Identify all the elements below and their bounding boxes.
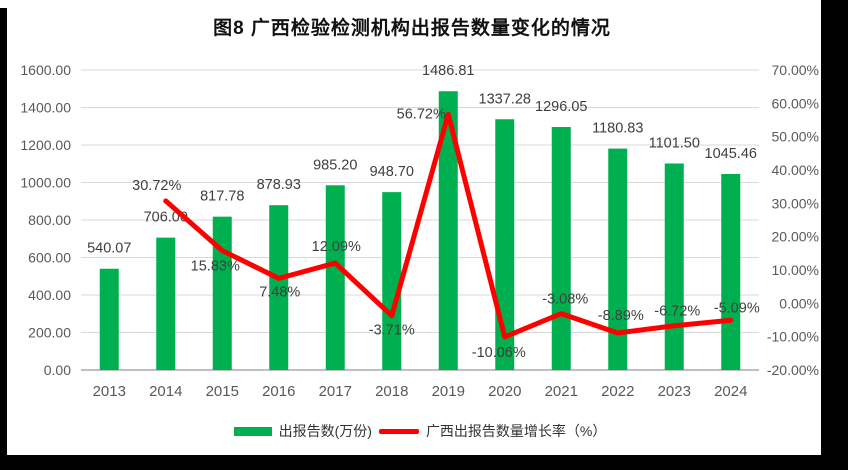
bar [495,119,515,370]
x-axis-year-label: 2014 [149,383,182,400]
bar [382,192,402,370]
chart-legend: 出报告数(万份) 广西出报告数量增长率（%） [81,421,759,441]
bar-value-label: 948.70 [370,164,414,180]
bar [325,185,345,370]
x-axis-year-label: 2018 [375,383,408,400]
x-axis-year-label: 2021 [545,383,578,400]
left-axis-tick-label: 800.00 [28,212,71,228]
growth-point-label: -6.72% [654,304,700,320]
x-axis-year-label: 2023 [658,383,691,400]
right-axis-tick-label: 10.00% [772,262,819,278]
right-axis-tick-label: 50.00% [772,129,819,145]
bar-value-label: 1045.46 [705,146,757,162]
x-axis-year-label: 2019 [432,383,465,400]
bar [664,163,684,370]
screen-edge-bottom [0,455,848,470]
right-axis-tick-label: 70.00% [772,62,819,78]
right-axis-tick-label: 30.00% [772,195,819,211]
x-axis-year-label: 2015 [206,383,239,400]
legend-line-swatch-icon [378,428,419,434]
left-axis-tick-label: 1600.00 [20,62,71,78]
growth-point-label: -3.71% [369,323,415,339]
bar [156,237,176,370]
bar-value-label: 540.07 [87,241,131,257]
left-axis-tick-label: 400.00 [28,287,71,303]
bar-value-label: 1180.83 [592,121,643,137]
right-axis-tick-label: 20.00% [772,229,819,245]
growth-point-label: 56.72% [397,106,446,122]
legend-line-label: 广西出报告数量增长率（%） [425,423,607,439]
left-axis-tick-label: 1000.00 [20,175,71,191]
bar [551,126,571,370]
bar [721,173,741,370]
growth-point-label: -3.08% [542,292,588,308]
x-axis-year-label: 2017 [319,383,352,400]
left-axis-tick-label: 600.00 [28,250,71,266]
x-axis-year-label: 2024 [714,383,747,400]
growth-point-label: 30.72% [132,178,181,194]
growth-line [163,111,734,340]
bar [438,91,458,371]
screen-edge-left [0,8,7,470]
chart-title: 图8 广西检验检测机构出报告数量变化的情况 [213,18,611,39]
growth-point-label: -5.09% [714,300,760,316]
bar [269,205,289,370]
x-axis-year-label: 2016 [262,383,295,400]
left-axis-tick-label: 200.00 [28,325,71,341]
right-axis-tick-label: 40.00% [772,162,819,178]
growth-point-label: -10.06% [472,345,526,361]
bar-value-label: 1337.28 [479,91,531,107]
right-axis-tick-label: -20.00% [767,362,819,378]
x-axis-year-label: 2013 [93,383,126,400]
right-axis-tick-label: -10.00% [767,329,819,345]
bar-value-label: 878.93 [257,177,301,193]
bar [212,216,232,370]
growth-point-label: 12.09% [312,239,361,255]
bar-value-label: 1296.05 [535,99,587,115]
left-axis-tick-label: 1200.00 [20,137,71,153]
legend-bar-swatch-icon [233,426,272,436]
screen-edge-right [821,0,848,470]
bar-value-label: 1101.50 [649,135,700,151]
legend-bar-label: 出报告数(万份) [278,423,372,439]
right-axis-tick-label: 0.00% [779,295,819,311]
growth-point-label: 7.48% [259,284,300,300]
left-axis-tick-label: 1400.00 [20,100,71,116]
right-axis-tick-label: 60.00% [772,95,819,111]
bar-value-label: 1486.81 [422,63,474,79]
bar-value-label: 985.20 [313,157,357,173]
x-axis-year-label: 2022 [601,383,634,400]
growth-point-label: 15.83% [191,259,240,275]
bar [99,268,119,370]
growth-point-label: -8.89% [598,308,644,324]
x-axis-year-label: 2020 [488,383,521,400]
left-axis-tick-label: 0.00 [44,362,71,378]
bar-value-label: 817.78 [200,189,244,205]
bar [608,148,628,370]
